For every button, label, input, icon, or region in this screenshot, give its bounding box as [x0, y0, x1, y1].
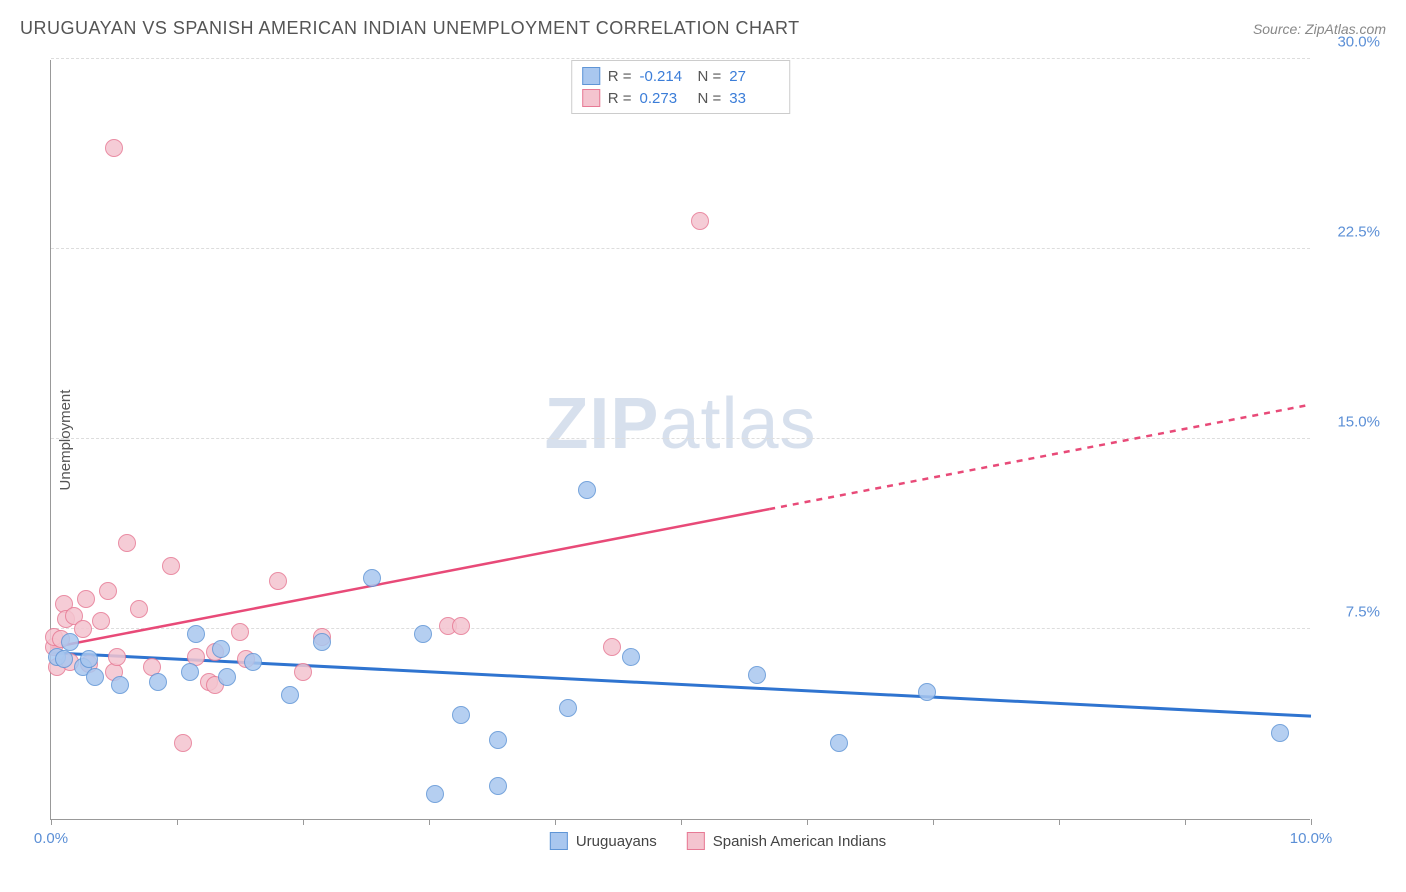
data-point-uruguayans [452, 706, 470, 724]
legend-item-spanish_american_indians: Spanish American Indians [687, 832, 886, 850]
data-point-uruguayans [55, 650, 73, 668]
x-tick [429, 819, 430, 825]
data-point-uruguayans [559, 699, 577, 717]
series-legend: Uruguayans Spanish American Indians [550, 832, 886, 850]
y-tick-label: 7.5% [1320, 604, 1380, 621]
data-point-spanish_american_indians [269, 572, 287, 590]
legend-label: Spanish American Indians [713, 833, 886, 850]
data-point-spanish_american_indians [92, 612, 110, 630]
x-tick [51, 819, 52, 825]
x-tick [1059, 819, 1060, 825]
data-point-uruguayans [414, 625, 432, 643]
data-point-uruguayans [244, 653, 262, 671]
legend-swatch [550, 832, 568, 850]
data-point-uruguayans [281, 686, 299, 704]
chart-header: URUGUAYAN VS SPANISH AMERICAN INDIAN UNE… [0, 0, 1406, 47]
y-tick-label: 30.0% [1320, 34, 1380, 51]
data-point-uruguayans [218, 668, 236, 686]
data-point-uruguayans [313, 633, 331, 651]
data-point-spanish_american_indians [603, 638, 621, 656]
data-point-spanish_american_indians [108, 648, 126, 666]
data-point-uruguayans [212, 640, 230, 658]
data-point-spanish_american_indians [162, 557, 180, 575]
data-point-uruguayans [86, 668, 104, 686]
data-point-spanish_american_indians [174, 734, 192, 752]
data-point-uruguayans [426, 785, 444, 803]
chart-container: Unemployment ZIPatlas R =-0.214N =27R =0… [50, 60, 1386, 820]
data-point-spanish_american_indians [294, 663, 312, 681]
data-point-uruguayans [149, 673, 167, 691]
data-point-uruguayans [61, 633, 79, 651]
grid-line [51, 58, 1310, 59]
data-point-uruguayans [111, 676, 129, 694]
data-point-uruguayans [363, 569, 381, 587]
stat-label-r: R = [608, 68, 632, 85]
data-point-spanish_american_indians [77, 590, 95, 608]
data-point-uruguayans [489, 777, 507, 795]
grid-line [51, 248, 1310, 249]
data-point-spanish_american_indians [118, 534, 136, 552]
trend-lines [51, 60, 1311, 820]
x-tick [177, 819, 178, 825]
plot-area: ZIPatlas R =-0.214N =27R =0.273N =33 7.5… [50, 60, 1310, 820]
x-tick [681, 819, 682, 825]
data-point-spanish_american_indians [130, 600, 148, 618]
stat-label-r: R = [608, 90, 632, 107]
stats-row-spanish_american_indians: R = 0.273 N = 33 [582, 87, 780, 109]
stat-value-r: -0.214 [640, 68, 690, 85]
data-point-uruguayans [622, 648, 640, 666]
y-tick-label: 22.5% [1320, 224, 1380, 241]
stat-value-r: 0.273 [640, 90, 690, 107]
stat-value-n: 33 [729, 90, 779, 107]
data-point-uruguayans [489, 731, 507, 749]
stats-legend: R = -0.214 N = 27 R = 0.273 N = 33 [571, 60, 791, 114]
watermark-rest: atlas [659, 384, 816, 464]
chart-title: URUGUAYAN VS SPANISH AMERICAN INDIAN UNE… [20, 18, 800, 39]
stat-value-n: 27 [729, 68, 779, 85]
legend-item-uruguayans: Uruguayans [550, 832, 657, 850]
data-point-uruguayans [748, 666, 766, 684]
data-point-uruguayans [830, 734, 848, 752]
legend-swatch [687, 832, 705, 850]
x-tick-label: 0.0% [34, 830, 68, 847]
data-point-spanish_american_indians [231, 623, 249, 641]
x-tick [555, 819, 556, 825]
x-tick [933, 819, 934, 825]
data-point-uruguayans [578, 481, 596, 499]
data-point-uruguayans [80, 650, 98, 668]
data-point-uruguayans [187, 625, 205, 643]
legend-swatch [582, 89, 600, 107]
y-tick-label: 15.0% [1320, 414, 1380, 431]
data-point-spanish_american_indians [99, 582, 117, 600]
x-tick [1311, 819, 1312, 825]
x-tick-label: 10.0% [1290, 830, 1333, 847]
data-point-spanish_american_indians [105, 139, 123, 157]
x-tick [807, 819, 808, 825]
data-point-spanish_american_indians [691, 212, 709, 230]
data-point-spanish_american_indians [452, 617, 470, 635]
trend-line-spanish_american_indians-dashed [769, 405, 1311, 510]
watermark: ZIPatlas [544, 383, 816, 465]
data-point-uruguayans [181, 663, 199, 681]
stat-label-n: N = [698, 90, 722, 107]
x-tick [1185, 819, 1186, 825]
watermark-bold: ZIP [544, 384, 659, 464]
stats-row-uruguayans: R = -0.214 N = 27 [582, 65, 780, 87]
data-point-uruguayans [1271, 724, 1289, 742]
legend-swatch [582, 67, 600, 85]
x-tick [303, 819, 304, 825]
trend-line-spanish_american_indians-solid [51, 509, 769, 648]
grid-line [51, 438, 1310, 439]
data-point-uruguayans [918, 683, 936, 701]
legend-label: Uruguayans [576, 833, 657, 850]
stat-label-n: N = [698, 68, 722, 85]
